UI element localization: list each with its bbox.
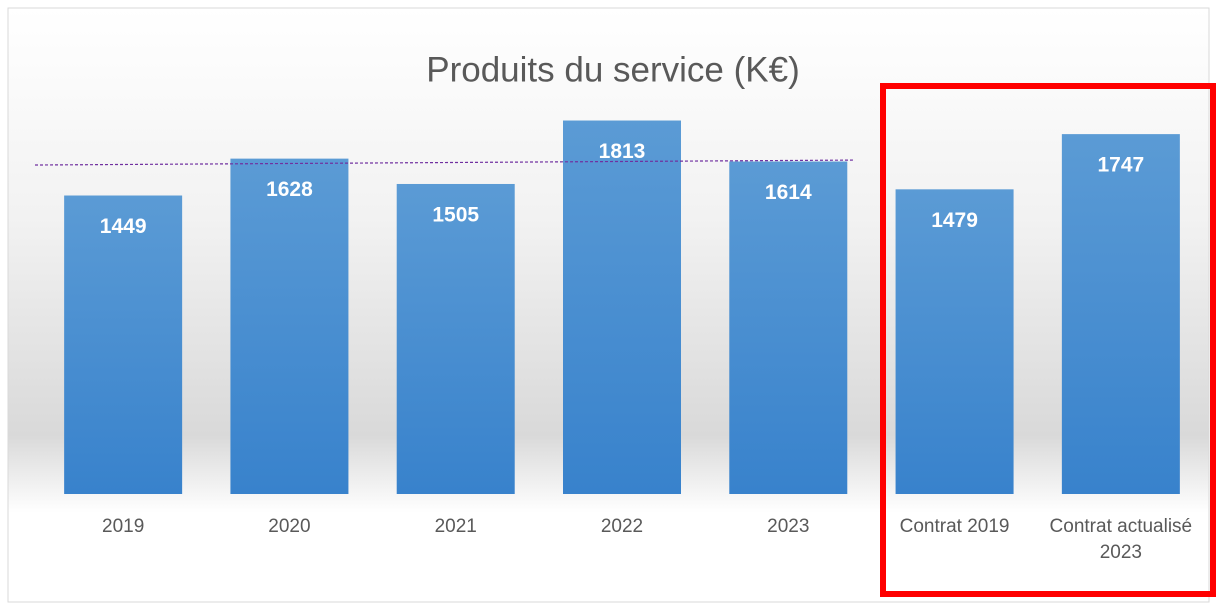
bar [1061, 134, 1180, 495]
x-tick-label: Contrat 2019 [899, 516, 1010, 537]
chart-title: Produits du service (K€) [426, 50, 799, 89]
bar [64, 195, 183, 495]
value-label: 1813 [599, 140, 646, 163]
value-label: 1747 [1097, 154, 1144, 177]
x-tick-label: 2021 [434, 516, 477, 537]
bar [895, 189, 1014, 495]
trendline [34, 159, 856, 166]
value-label: 1449 [100, 215, 147, 238]
x-tick-label: 2020 [268, 516, 311, 537]
value-label: 1505 [432, 204, 479, 227]
x-tick-label: 2023 [767, 516, 810, 537]
bar [563, 120, 681, 494]
value-label: 1479 [931, 209, 978, 232]
x-tick-label: 2022 [600, 516, 644, 537]
bar [729, 161, 848, 495]
highlight-box [880, 83, 1216, 597]
value-label: 1628 [266, 178, 313, 201]
x-tick-label: Contrat actualisé 2023 [1049, 516, 1193, 563]
plot: 1449 1628 1505 1813 1614 1479 1747 [34, 120, 1180, 495]
x-tick-label: 2019 [102, 516, 145, 537]
bar [230, 158, 349, 494]
value-label: 1614 [765, 181, 812, 204]
bar [396, 183, 515, 494]
